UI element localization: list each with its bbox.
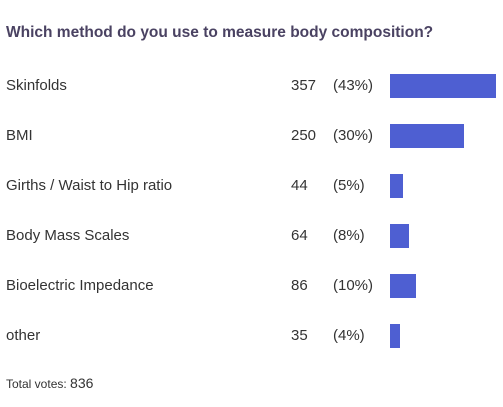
vote-count: 250	[291, 127, 317, 144]
total-votes: Total votes: 836	[6, 375, 93, 391]
result-bar	[390, 124, 464, 148]
vote-percent: (30%)	[333, 127, 374, 144]
vote-count: 44	[291, 177, 308, 194]
vote-count: 86	[291, 277, 308, 294]
poll-row: other 35 (4%)	[0, 321, 503, 351]
poll-question: Which method do you use to measure body …	[6, 24, 434, 41]
vote-count: 357	[291, 77, 317, 94]
vote-percent: (4%)	[333, 327, 365, 344]
result-bar	[390, 324, 400, 348]
vote-percent: (43%)	[333, 77, 374, 94]
poll-row: BMI 250 (30%)	[0, 121, 503, 151]
option-label: Body Mass Scales	[6, 227, 130, 244]
option-label: Skinfolds	[6, 77, 67, 94]
total-votes-label: Total votes:	[6, 377, 67, 391]
vote-count: 35	[291, 327, 308, 344]
option-label: BMI	[6, 127, 33, 144]
result-bar	[390, 224, 409, 248]
result-bar	[390, 174, 403, 198]
total-votes-value: 836	[70, 375, 94, 391]
poll-row: Bioelectric Impedance 86 (10%)	[0, 271, 503, 301]
vote-percent: (5%)	[333, 177, 365, 194]
option-label: Bioelectric Impedance	[6, 277, 154, 294]
vote-percent: (8%)	[333, 227, 365, 244]
option-label: Girths / Waist to Hip ratio	[6, 177, 173, 194]
option-label: other	[6, 327, 41, 344]
poll-row: Skinfolds 357 (43%)	[0, 71, 503, 101]
vote-percent: (10%)	[333, 277, 374, 294]
result-bar	[390, 274, 416, 298]
result-bar	[390, 74, 496, 98]
poll-row: Girths / Waist to Hip ratio 44 (5%)	[0, 171, 503, 201]
poll-row: Body Mass Scales 64 (8%)	[0, 221, 503, 251]
vote-count: 64	[291, 227, 308, 244]
